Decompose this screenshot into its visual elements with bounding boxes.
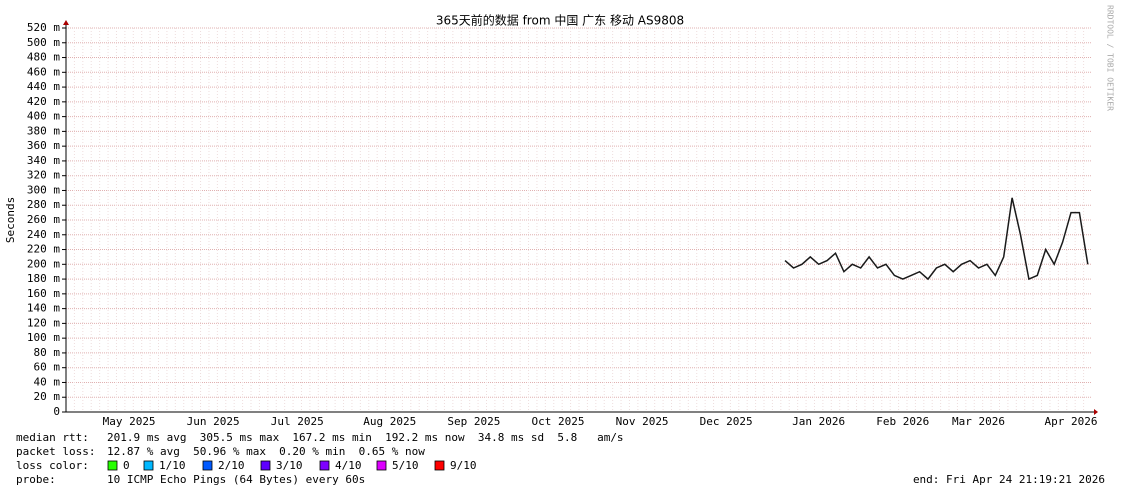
rtt-line (784, 197, 1089, 281)
y-tick-label: 180 m (27, 272, 60, 285)
y-tick-label: 460 m (27, 65, 60, 78)
x-tick-label: Jun 2025 (187, 415, 240, 428)
loss-swatch (434, 460, 445, 471)
loss-swatch (376, 460, 387, 471)
y-axis-label: Seconds (4, 197, 17, 243)
loss-swatch (143, 460, 154, 471)
x-tick-label: May 2025 (103, 415, 156, 428)
y-tick-label: 260 m (27, 213, 60, 226)
y-tick-label: 380 m (27, 124, 60, 137)
loss-swatch (260, 460, 271, 471)
y-tick-label: 480 m (27, 51, 60, 64)
loss-color-label: loss color: (16, 459, 89, 472)
y-tick-label: 420 m (27, 95, 60, 108)
grid (65, 27, 1092, 413)
probe-text: 10 ICMP Echo Pings (64 Bytes) every 60s (107, 473, 365, 486)
y-tick-label: 140 m (27, 302, 60, 315)
chart-title: 365天前的数据 from 中国 广东 移动 AS9808 (436, 13, 684, 28)
probe-label: probe: (16, 473, 56, 486)
end-time: end: Fri Apr 24 21:19:21 2026 (913, 473, 1105, 486)
y-tick-label: 520 m (27, 21, 60, 34)
y-tick-label: 220 m (27, 243, 60, 256)
loss-swatch (202, 460, 213, 471)
y-tick-label: 100 m (27, 331, 60, 344)
y-tick-label: 0 (53, 405, 60, 418)
y-arrow (63, 20, 69, 25)
y-tick-label: 120 m (27, 316, 60, 329)
loss-label: 3/10 (276, 459, 303, 472)
loss-label: 0 (123, 459, 130, 472)
x-tick-label: Aug 2025 (363, 415, 416, 428)
x-tick-label: Apr 2026 (1044, 415, 1097, 428)
y-tick-label: 20 m (34, 390, 61, 403)
y-tick-label: 240 m (27, 228, 60, 241)
y-tick-label: 360 m (27, 139, 60, 152)
loss-label: 1/10 (159, 459, 186, 472)
loss-label: 4/10 (335, 459, 362, 472)
x-tick-label: Jul 2025 (271, 415, 324, 428)
y-tick-label: 40 m (34, 375, 61, 388)
stat-label: packet loss: (16, 445, 95, 458)
x-tick-label: Feb 2026 (876, 415, 929, 428)
x-tick-label: Nov 2025 (616, 415, 669, 428)
y-tick-label: 340 m (27, 154, 60, 167)
stat-text: 201.9 ms avg 305.5 ms max 167.2 ms min 1… (107, 431, 624, 444)
y-tick-label: 320 m (27, 169, 60, 182)
y-tick-label: 80 m (34, 346, 61, 359)
loss-swatch (107, 460, 118, 471)
loss-swatch (319, 460, 330, 471)
stat-label: median rtt: (16, 431, 89, 444)
y-tick-label: 500 m (27, 36, 60, 49)
y-tick-label: 440 m (27, 80, 60, 93)
y-tick-label: 200 m (27, 257, 60, 270)
x-tick-label: Sep 2025 (447, 415, 500, 428)
loss-label: 9/10 (450, 459, 477, 472)
loss-label: 5/10 (392, 459, 419, 472)
watermark: RRDTOOL / TOBI OETIKER (1106, 5, 1115, 111)
loss-label: 2/10 (218, 459, 245, 472)
y-tick-label: 300 m (27, 183, 60, 196)
y-tick-label: 60 m (34, 361, 61, 374)
stat-text: 12.87 % avg 50.96 % max 0.20 % min 0.65 … (107, 445, 425, 458)
y-tick-label: 280 m (27, 198, 60, 211)
x-tick-label: Jan 2026 (792, 415, 845, 428)
x-arrow (1094, 409, 1098, 415)
x-tick-label: Mar 2026 (952, 415, 1005, 428)
x-tick-label: Dec 2025 (700, 415, 753, 428)
y-tick-label: 160 m (27, 287, 60, 300)
y-tick-label: 400 m (27, 110, 60, 123)
x-tick-label: Oct 2025 (531, 415, 584, 428)
